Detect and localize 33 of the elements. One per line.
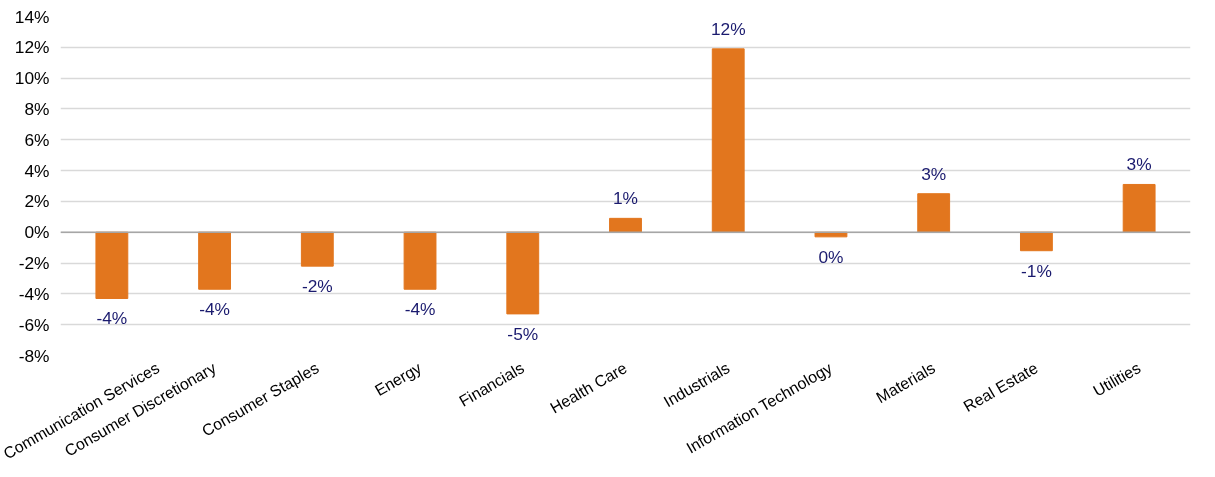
y-tick-label: 0% [24, 222, 50, 243]
bar [917, 193, 951, 233]
data-label: 1% [612, 188, 639, 209]
bar [95, 231, 129, 299]
bar [300, 231, 334, 267]
y-tick-label: 8% [24, 98, 50, 119]
bar [506, 231, 540, 315]
bar [403, 231, 437, 290]
y-tick-label: 2% [24, 191, 50, 212]
data-label: 3% [921, 163, 947, 184]
y-tick-label: -8% [18, 345, 50, 366]
data-label: -4% [199, 299, 231, 320]
bar [711, 48, 745, 233]
y-tick-label: -2% [18, 253, 50, 274]
bar [1019, 231, 1053, 252]
y-tick-label: -4% [18, 283, 50, 304]
y-tick-label: 14% [14, 6, 50, 27]
data-label: -1% [1021, 260, 1052, 281]
bar [814, 231, 848, 238]
data-label: -4% [404, 299, 436, 320]
y-tick-label: 12% [14, 37, 50, 58]
data-label: -2% [301, 276, 333, 297]
bar [1122, 183, 1156, 233]
data-label: -5% [507, 323, 539, 344]
data-label: -4% [96, 308, 128, 329]
y-tick-label: 6% [24, 129, 50, 150]
y-tick-label: -6% [18, 314, 50, 335]
data-label: 0% [818, 246, 844, 267]
bar [198, 231, 232, 290]
data-label: 3% [1126, 154, 1152, 175]
data-label: 12% [710, 18, 746, 39]
y-tick-label: 10% [14, 68, 50, 89]
y-tick-label: 4% [24, 160, 50, 181]
